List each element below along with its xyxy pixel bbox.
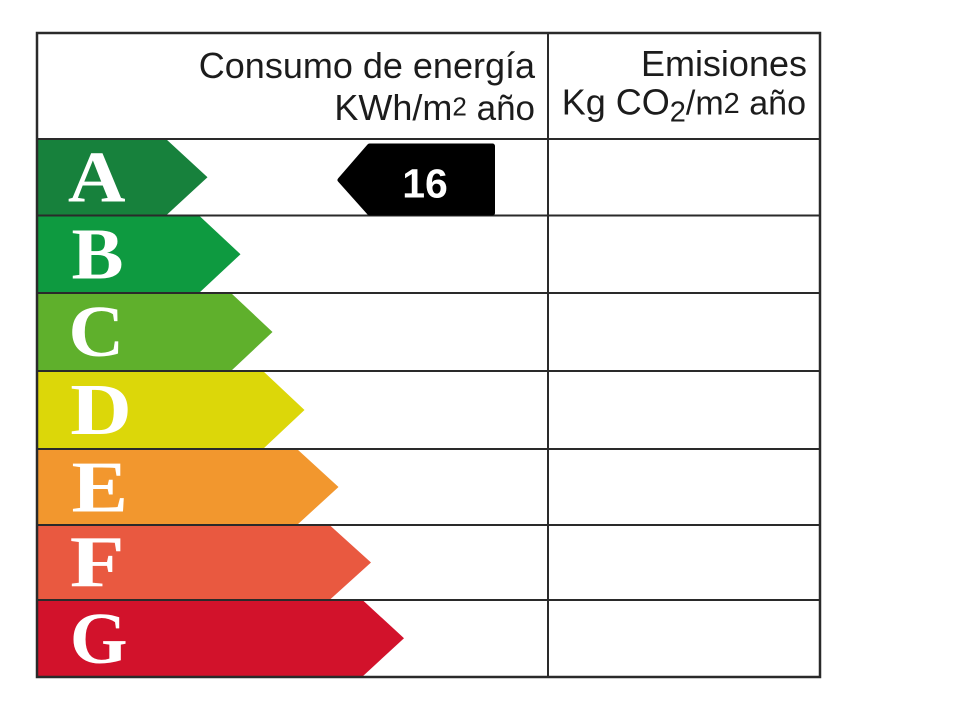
svg-text:G: G bbox=[70, 598, 128, 679]
svg-text:Consumo de energía: Consumo de energía bbox=[199, 45, 536, 86]
svg-text:B: B bbox=[72, 215, 124, 295]
svg-text:16: 16 bbox=[402, 161, 448, 207]
svg-text:KWh/m2 año: KWh/m2 año bbox=[334, 87, 535, 128]
svg-text:A: A bbox=[68, 137, 126, 218]
svg-text:C: C bbox=[68, 292, 124, 373]
svg-text:Emisiones: Emisiones bbox=[641, 43, 807, 84]
svg-text:D: D bbox=[70, 370, 132, 451]
svg-text:F: F bbox=[70, 521, 125, 602]
svg-text:E: E bbox=[72, 447, 129, 528]
